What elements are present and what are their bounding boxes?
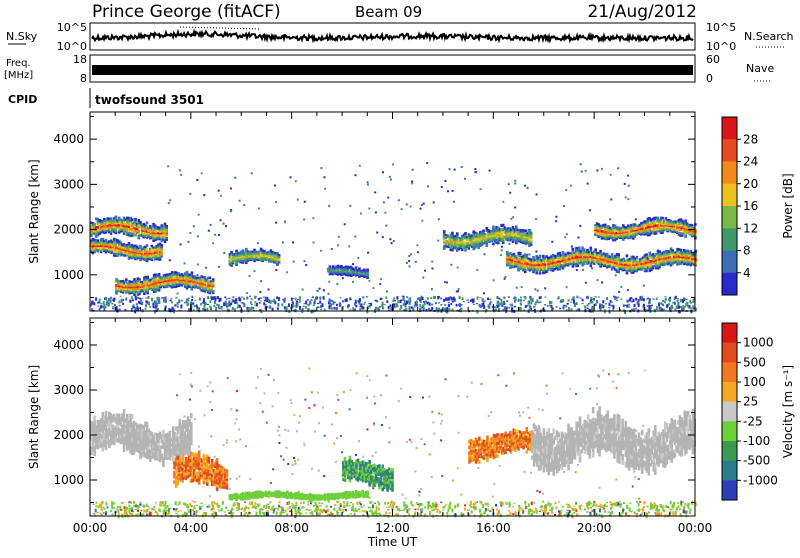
x-tick-label-2: 08:00 [274, 521, 309, 535]
station-title: Prince George (fitACF) [92, 2, 281, 22]
nsearch-series [180, 27, 260, 29]
power-panel-far-range-scatter [167, 162, 646, 295]
power-panel-colorbar-tick-4: 20 [743, 177, 758, 191]
nave-label: Nave [746, 62, 774, 75]
velocity-panel-echo-band-3 [342, 456, 394, 492]
power-panel-echo-band-6 [506, 247, 697, 275]
freq-unit: [MHz] [4, 70, 33, 81]
power-panel-echo-band-4 [327, 265, 369, 279]
velocity-panel-colorbar-tick-6: -500 [743, 454, 770, 468]
power-panel-y-tick-3: 4000 [53, 132, 84, 146]
velocity-panel-colorbar-label: Velocity [m s⁻¹] [781, 365, 795, 458]
nsky-tick-top: 10^5 [57, 21, 87, 34]
power-panel-colorbar-label: Power [dB] [781, 173, 795, 238]
x-tick-label-1: 04:00 [174, 521, 209, 535]
velocity-panel-colorbar-tick-7: -1000 [743, 473, 778, 487]
velocity-panel-colorbar-tick-0: 1000 [743, 336, 774, 350]
velocity-panel-colorbar-tick-2: 100 [743, 375, 766, 389]
power-panel-echo-band-5 [443, 224, 532, 252]
nave-tick-top: 60 [706, 53, 720, 66]
velocity-panel-colorbar: 1000 500 100 25 -25 -100 -500 -1000 Velocity [m … [722, 323, 795, 500]
x-tick-label-4: 16:00 [476, 521, 511, 535]
nsearch-label: N.Search [744, 30, 794, 43]
nsky-tick-bottom: 10^0 [57, 40, 87, 53]
beam-title: Beam 09 [355, 3, 422, 21]
power-panel-colorbar-tick-1: 8 [743, 244, 751, 258]
power-panel-echo-band-1 [90, 238, 163, 263]
velocity-panel-echo-band-5 [531, 406, 696, 475]
nsearch-tick-bottom: 10^0 [706, 40, 736, 53]
velocity-panel-y-axis-label: Slant Range [km] [27, 365, 41, 469]
power-panel-colorbar-tick-5: 24 [743, 155, 758, 169]
x-axis-label: Time UT [367, 535, 418, 549]
freq-nave-band [92, 65, 693, 75]
nsky-series [92, 32, 693, 41]
power-panel-colorbar: 4 8 12 16 20 24 28 Power [dB] [722, 117, 795, 295]
nsearch-tick-top: 10^5 [706, 21, 736, 34]
velocity-panel-echo-band-4 [468, 427, 534, 464]
nsky-label: N.Sky [6, 30, 38, 43]
velocity-panel-colorbar-tick-1: 500 [743, 355, 766, 369]
velocity-panel-colorbar-tick-5: -100 [743, 434, 770, 448]
power-panel-y-axis-label: Slant Range [km] [27, 159, 41, 263]
x-tick-label-5: 20:00 [577, 521, 612, 535]
power-panel-echo-band-3 [229, 248, 281, 267]
velocity-panel-colorbar-tick-4: -25 [743, 414, 763, 428]
velocity-panel-colorbar-tick-3: 25 [743, 395, 758, 409]
power-panel-y-tick-0: 1000 [53, 268, 84, 282]
power-panel-colorbar-tick-6: 28 [743, 132, 758, 146]
freq-tick-top: 18 [73, 53, 87, 66]
velocity-panel-echo-band-1 [173, 451, 228, 492]
freq-tick-bottom: 8 [80, 72, 87, 85]
power-panel-colorbar-tick-2: 12 [743, 221, 758, 235]
power-panel-colorbar-tick-0: 4 [743, 266, 751, 280]
x-tick-label-3: 12:00 [375, 521, 410, 535]
power-panel-colorbar-tick-3: 16 [743, 199, 758, 213]
x-tick-label-6: 00:00 [678, 521, 713, 535]
velocity-panel: 00:00 04:00 08:00 12:00 16:00 20:00 00:00 Time … [27, 318, 795, 549]
x-tick-label-0: 00:00 [73, 521, 108, 535]
nave-tick-bottom: 0 [706, 72, 713, 85]
cpid-label: CPID [8, 93, 37, 106]
freq-label: Freq. [6, 58, 31, 69]
power-panel-echo-band-2 [115, 271, 214, 296]
nsky-data [92, 27, 693, 41]
velocity-panel-y-tick-3: 4000 [53, 338, 84, 352]
velocity-panel-y-tick-0: 1000 [53, 473, 84, 487]
velocity-panel-y-tick-2: 3000 [53, 383, 84, 397]
cpid-value: twofsound 3501 [95, 93, 204, 107]
velocity-panel-y-tick-1: 2000 [53, 428, 84, 442]
power-panel-y-tick-1: 2000 [53, 223, 84, 237]
power-panel-y-tick-2: 3000 [53, 177, 84, 191]
power-panel: 1000 2000 3000 4000 Slant Range [km] 4 8 12 16 20… [27, 112, 795, 314]
date-title: 21/Aug/2012 [587, 2, 697, 22]
